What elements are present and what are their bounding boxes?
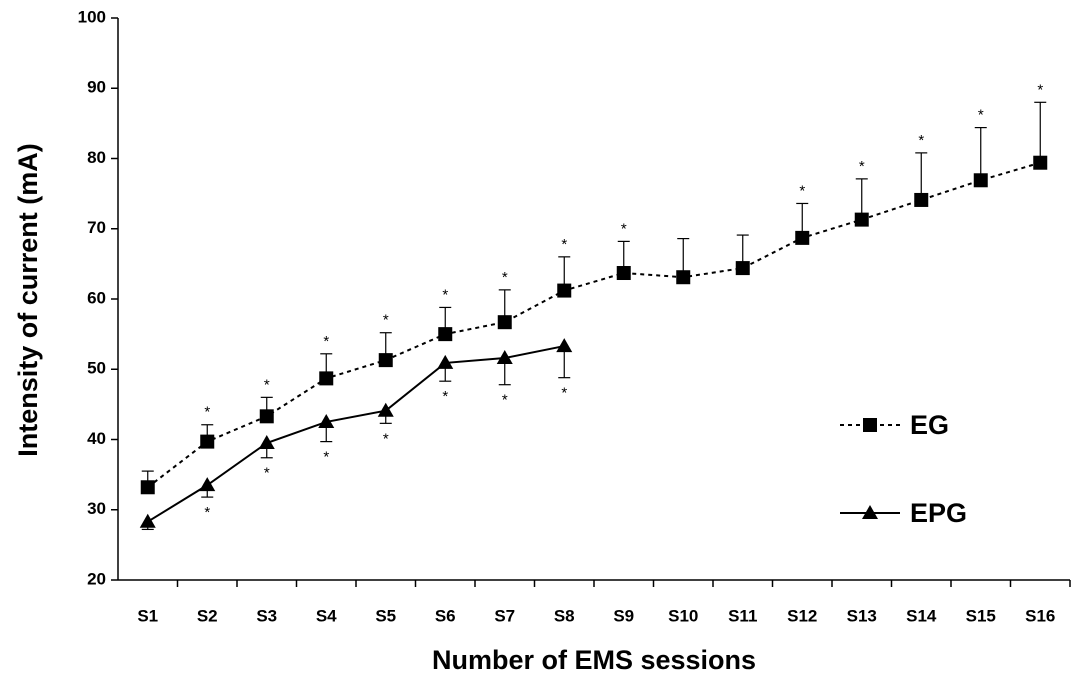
series-line — [147, 161, 1041, 489]
data-point — [378, 353, 393, 368]
data-point — [556, 338, 573, 353]
significance-mark: * — [323, 333, 329, 350]
significance-mark: * — [264, 376, 270, 393]
data-point — [616, 266, 631, 281]
x-tick-label: S10 — [668, 606, 698, 625]
significance-mark: * — [204, 404, 210, 421]
significance-mark: * — [561, 236, 567, 253]
significance-mark: * — [442, 286, 448, 303]
data-point — [557, 283, 572, 298]
legend-label: EPG — [910, 498, 967, 528]
data-point — [318, 413, 335, 428]
y-tick-label: 60 — [87, 288, 106, 307]
significance-mark: * — [502, 392, 508, 409]
y-tick-label: 40 — [87, 429, 106, 448]
data-point — [1033, 155, 1048, 170]
y-tick-label: 30 — [87, 499, 106, 518]
x-tick-label: S11 — [728, 606, 757, 625]
data-point — [377, 402, 394, 417]
x-tick-label: S6 — [435, 606, 456, 625]
significance-mark: * — [859, 158, 865, 175]
significance-mark: * — [561, 385, 567, 402]
data-point — [200, 434, 215, 449]
y-tick-label: 100 — [78, 7, 106, 26]
y-tick-label: 80 — [87, 148, 106, 167]
x-tick-label: S12 — [787, 606, 817, 625]
significance-mark: * — [502, 269, 508, 286]
x-tick-label: S14 — [906, 606, 937, 625]
significance-mark: * — [621, 220, 627, 237]
x-tick-label: S13 — [847, 606, 877, 625]
series-line — [147, 345, 565, 523]
data-point — [199, 477, 216, 492]
significance-mark: * — [1037, 81, 1043, 98]
legend-marker — [862, 505, 878, 519]
significance-mark: * — [323, 449, 329, 466]
x-tick-label: S4 — [316, 606, 337, 625]
data-point — [139, 513, 156, 528]
x-tick-label: S9 — [613, 606, 634, 625]
data-point — [496, 350, 513, 365]
x-tick-label: S8 — [554, 606, 575, 625]
legend-marker — [863, 418, 877, 432]
significance-mark: * — [383, 312, 389, 329]
data-point — [437, 354, 454, 369]
x-tick-label: S3 — [256, 606, 277, 625]
x-tick-label: S2 — [197, 606, 218, 625]
significance-mark: * — [978, 107, 984, 124]
data-point — [676, 270, 691, 285]
data-point — [914, 192, 929, 207]
significance-mark: * — [799, 182, 805, 199]
data-point — [259, 409, 274, 424]
x-tick-label: S16 — [1025, 606, 1055, 625]
data-point — [973, 173, 988, 188]
data-point — [140, 480, 155, 495]
data-point — [735, 261, 750, 276]
significance-mark: * — [918, 132, 924, 149]
y-axis-title: Intensity of current (mA) — [13, 143, 43, 457]
data-point — [319, 371, 334, 386]
x-tick-label: S15 — [966, 606, 996, 625]
significance-mark: * — [264, 465, 270, 482]
significance-mark: * — [204, 504, 210, 521]
data-point — [258, 435, 275, 450]
data-point — [795, 230, 810, 245]
x-tick-label: S7 — [494, 606, 515, 625]
x-axis-title: Number of EMS sessions — [432, 645, 756, 675]
data-point — [854, 212, 869, 227]
y-tick-label: 70 — [87, 218, 106, 237]
data-point — [438, 327, 453, 342]
x-tick-label: S5 — [375, 606, 396, 625]
data-point — [497, 315, 512, 330]
legend-label: EG — [910, 410, 949, 440]
x-tick-label: S1 — [137, 606, 158, 625]
y-tick-label: 90 — [87, 78, 106, 97]
significance-mark: * — [442, 388, 448, 405]
y-tick-label: 20 — [87, 569, 106, 588]
y-tick-label: 50 — [87, 359, 106, 378]
significance-mark: * — [383, 430, 389, 447]
